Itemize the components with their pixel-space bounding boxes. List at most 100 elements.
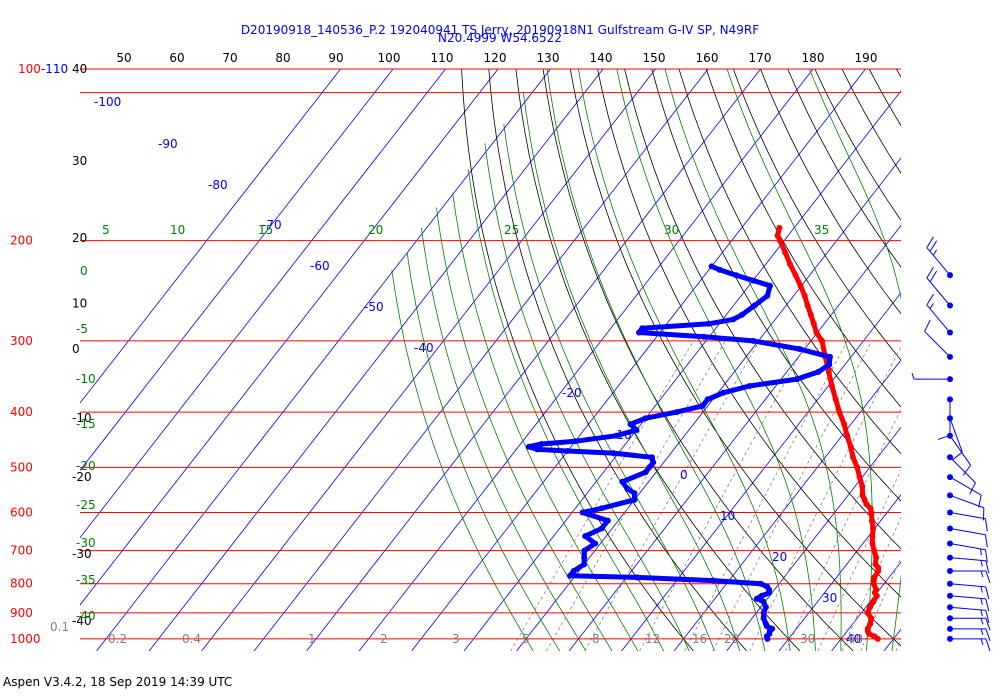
temperature-trace-point: [871, 633, 878, 640]
mixing-ratio-label: 3: [452, 632, 460, 646]
temperature-trace-point: [810, 320, 817, 327]
moist-adiabat-label: -15: [76, 417, 96, 431]
moist-adiabat: [484, 143, 690, 651]
dry-adiabat: [597, 69, 901, 598]
dewpoint-trace-point: [760, 615, 767, 622]
dewpoint-trace-point: [767, 282, 773, 289]
temperature-trace-point: [873, 586, 880, 593]
wind-barb: [911, 372, 953, 383]
moist-adiabat-label: 30: [664, 223, 679, 237]
wind-barb-staff: [949, 527, 986, 536]
isotherm-line: [96, 69, 551, 651]
dewpoint-trace-point: [764, 292, 771, 299]
dry-adiabat: [951, 69, 1000, 651]
wind-barb: [947, 554, 990, 574]
temperature-trace-point: [866, 604, 873, 611]
temperature-trace-point: [859, 492, 866, 499]
moist-adiabat: [452, 192, 639, 651]
mixing-ratio-label: 8: [592, 632, 600, 646]
wind-barb-staff: [926, 247, 951, 276]
isotherm-label: -60: [310, 259, 330, 273]
software-version-footer: Aspen V3.4.2, 18 Sep 2019 14:39 UTC: [3, 675, 233, 689]
wind-barb: [926, 293, 953, 336]
dewpoint-trace-point: [760, 598, 767, 605]
mixing-ratio-label: 2: [380, 632, 388, 646]
wind-barb-staff: [949, 494, 984, 509]
dewpoint-trace-point: [716, 266, 723, 273]
moist-adiabat: [944, 69, 1000, 651]
height-tick-label: 10: [72, 297, 87, 311]
temperature-trace-point: [873, 554, 880, 561]
isotherm-line: [516, 157, 901, 651]
dewpoint-trace-point: [751, 302, 758, 309]
dewpoint-trace-point: [815, 368, 822, 375]
dry-adiabat: [488, 69, 748, 651]
isotherm-line: [463, 90, 901, 651]
temperature-trace-point: [854, 464, 861, 471]
wind-barb-flag: [929, 270, 938, 283]
isotherm-line: [937, 69, 1000, 651]
top-axis-tick-label: 50: [116, 51, 131, 65]
chart-title-line-1: D20190918_140536_P.2 192040941 TS Jerry,…: [240, 23, 760, 37]
mixing-ratio-label: 0.1: [50, 620, 69, 634]
temperature-trace-point: [872, 561, 879, 568]
wind-barb-station: [947, 509, 953, 516]
temperature-trace-point: [867, 505, 874, 512]
dewpoint-trace-point: [582, 533, 589, 540]
temperature-trace-point: [859, 483, 866, 490]
pressure-tick-label: 100-110: [18, 62, 68, 76]
dewpoint-trace-point: [579, 509, 586, 516]
wind-barb: [926, 236, 953, 279]
mixing-ratio-line: [684, 340, 848, 651]
wind-barb-flag: [984, 549, 988, 563]
dewpoint-trace-point: [642, 415, 649, 422]
isotherm-line: [989, 69, 1000, 651]
temperature-trace-point: [850, 454, 856, 461]
mixing-ratio-label: 12: [645, 632, 660, 646]
wind-barb-flag: [985, 610, 990, 623]
dewpoint-trace-point: [646, 464, 653, 471]
wind-barb: [947, 592, 990, 612]
moist-adiabat: [436, 207, 613, 651]
dewpoint-trace-point: [631, 496, 638, 503]
dry-adiabat: [896, 69, 901, 78]
dewpoint-trace-point: [700, 333, 707, 340]
wind-barb: [947, 509, 988, 532]
wind-barb-flag: [985, 628, 991, 641]
wind-barb-staff: [949, 476, 982, 496]
dewpoint-trace-point: [598, 525, 605, 532]
dewpoint-trace-point: [762, 604, 769, 611]
moist-adiabat-label: 10: [170, 223, 185, 237]
isotherm-label: -100: [94, 95, 121, 109]
isotherm-label: -90: [158, 137, 178, 151]
temperature-trace-point: [801, 292, 808, 299]
isotherm-line: [80, 69, 446, 539]
wind-barb-staff: [949, 542, 986, 551]
top-axis-tick-label: 90: [328, 51, 343, 65]
dry-adiabat: [841, 69, 901, 174]
wind-barb-staff: [949, 418, 963, 453]
wind-barb: [947, 615, 991, 631]
isotherm-label: 20: [772, 550, 787, 564]
isotherm-line: [831, 561, 901, 651]
dewpoint-trace-point: [610, 450, 617, 457]
moist-adiabat-label: -35: [76, 573, 96, 587]
dry-adiabat: [678, 69, 901, 455]
wind-barb-flag: [985, 598, 990, 612]
wind-barb: [924, 319, 953, 360]
temperature-trace-point: [847, 443, 854, 450]
dewpoint-trace-point: [704, 396, 711, 403]
dewpoint-trace-point: [793, 376, 800, 383]
dry-adiabat: [760, 69, 901, 315]
wind-barb-flag: [926, 293, 934, 306]
dewpoint-trace: [526, 263, 833, 642]
dewpoint-trace-point: [650, 459, 657, 466]
wind-barb-staff: [949, 435, 972, 466]
moist-adiabat: [406, 252, 561, 651]
dry-adiabat: [705, 69, 901, 408]
moist-adiabat-label: 20: [368, 223, 383, 237]
wind-barb-half-flag: [980, 618, 984, 625]
dewpoint-trace-point: [564, 448, 571, 454]
dry-adiabat: [651, 69, 901, 502]
moist-adiabat-label: -40: [76, 609, 96, 623]
